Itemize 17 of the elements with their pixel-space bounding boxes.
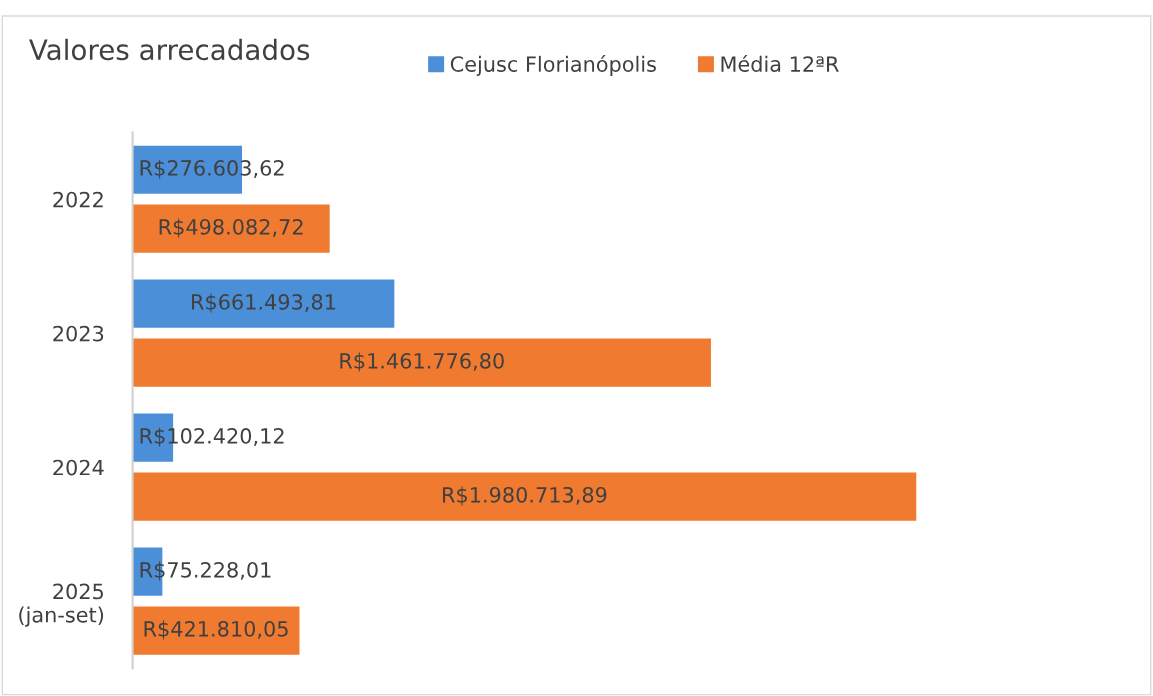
y-tick-label: 2024 (53, 459, 104, 476)
bar (132, 472, 917, 521)
data-label: R$1.461.776,80 (340, 352, 504, 372)
legend-label: Cejusc Florianópolis (450, 54, 656, 76)
bar (132, 338, 711, 387)
bar (132, 606, 300, 655)
data-label: R$661.493,81 (191, 293, 336, 313)
data-label: R$498.082,72 (159, 218, 303, 238)
bar (132, 204, 330, 253)
bar (132, 279, 395, 328)
y-tick-label: 2023 (53, 325, 104, 342)
data-label: R$1.980.713,89 (443, 486, 607, 506)
legend-label: Média 12ªR (721, 54, 839, 72)
data-label: R$421.810,05 (144, 620, 288, 640)
y-tick-label: 2025 (jan-set) (19, 583, 104, 627)
chart-title: Valores arrecadados (29, 38, 310, 61)
y-tick-label: 2022 (53, 191, 103, 208)
